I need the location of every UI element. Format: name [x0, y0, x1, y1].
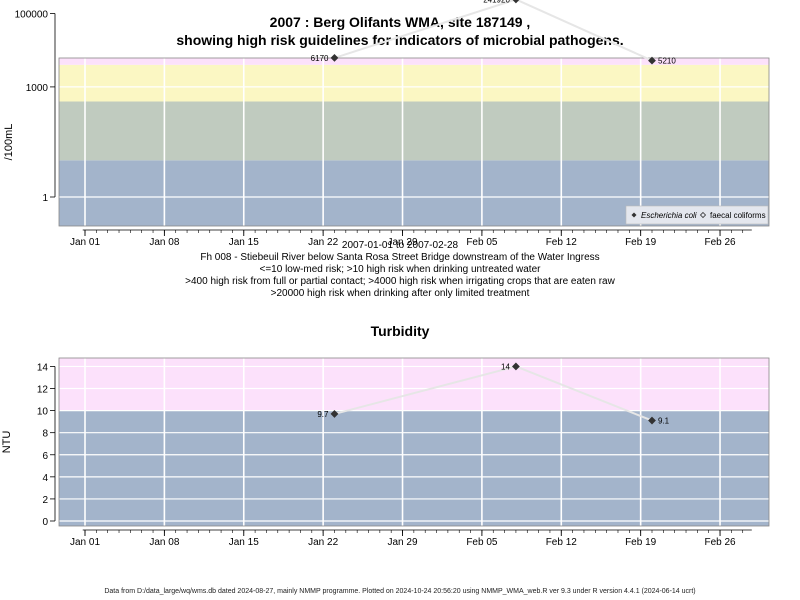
y-tick-label: 1000: [26, 83, 49, 94]
y-tick-label: 8: [42, 429, 48, 440]
chart-title-line2: showing high risk guidelines for indicat…: [176, 32, 624, 48]
x-tick-label: Feb 19: [625, 537, 657, 548]
y-tick-label: 6: [42, 451, 48, 462]
x-tick-label: Jan 29: [388, 537, 418, 548]
date-range: 2007-01-01 to 2007-02-28: [341, 240, 459, 251]
guideline-note-3: >20000 high risk when drinking after onl…: [270, 288, 530, 299]
y-axis-label: /100mL: [3, 124, 15, 161]
turbidity-title: Turbidity: [370, 323, 430, 339]
y-axis-label: NTU: [1, 431, 13, 454]
x-tick-label: Feb 26: [704, 237, 736, 248]
plot-frame: [58, 357, 770, 527]
x-tick-label: Jan 15: [229, 537, 259, 548]
x-tick-label: Jan 15: [229, 237, 259, 248]
data-point: [330, 53, 339, 62]
y-tick-label: 10: [37, 407, 49, 418]
x-tick-label: Jan 08: [149, 537, 179, 548]
y-tick-label: 14: [37, 362, 49, 373]
y-tick-label: 0: [42, 517, 48, 528]
footer-note: Data from D:/data_large/wq/wms.db dated …: [104, 588, 696, 595]
data-label: 9.1: [658, 417, 670, 426]
legend-box: [625, 205, 769, 225]
data-label: 5210: [658, 57, 676, 66]
legend-label-faecal: faecal coliforms: [710, 211, 766, 220]
y-tick-label: 2: [42, 495, 48, 506]
data-label: 14: [501, 362, 510, 371]
x-tick-label: Jan 01: [70, 537, 100, 548]
data-label: 6170: [311, 54, 329, 63]
legend-marker-ecoli: [631, 212, 637, 218]
x-tick-label: Feb 19: [625, 237, 657, 248]
series-line: [334, 0, 653, 62]
x-tick-label: Jan 22: [308, 237, 338, 248]
x-tick-label: Jan 01: [70, 237, 100, 248]
y-tick-label: 12: [37, 385, 49, 396]
legend-label-ecoli: Escherichia coli: [641, 211, 697, 220]
risk-band-3: [59, 58, 769, 65]
y-tick-label: 100000: [15, 10, 49, 21]
x-tick-label: Feb 12: [546, 237, 578, 248]
y-tick-label: 4: [42, 473, 48, 484]
risk-band-1: [59, 101, 769, 161]
site-description: Fh 008 - Stiebeuil River below Santa Ros…: [200, 252, 600, 263]
data-point: [512, 0, 520, 4]
data-point: [648, 416, 656, 425]
x-tick-label: Feb 05: [466, 537, 498, 548]
risk-band-0: [59, 410, 769, 526]
legend-marker-faecal: [699, 211, 707, 219]
x-tick-label: Feb 26: [704, 537, 736, 548]
risk-band-2: [59, 64, 769, 102]
x-tick-label: Jan 29: [388, 237, 418, 248]
data-point: [330, 410, 339, 418]
x-tick-label: Feb 12: [546, 537, 578, 548]
guideline-note-2: >400 high risk from full or partial cont…: [185, 276, 615, 287]
x-tick-label: Feb 05: [466, 237, 498, 248]
y-tick-label: 1: [42, 193, 48, 204]
x-tick-label: Jan 22: [308, 537, 338, 548]
plot-frame: [58, 57, 770, 227]
guideline-note-1: <=10 low-med risk; >10 high risk when dr…: [259, 264, 541, 275]
data-label: 9.7: [317, 410, 329, 419]
chart-title-line1: 2007 : Berg Olifants WMA, site 187149 ,: [269, 14, 531, 30]
data-point: [648, 56, 656, 65]
x-tick-label: Jan 08: [149, 237, 179, 248]
data-label: 241920: [483, 0, 510, 4]
data-point: [512, 362, 520, 371]
